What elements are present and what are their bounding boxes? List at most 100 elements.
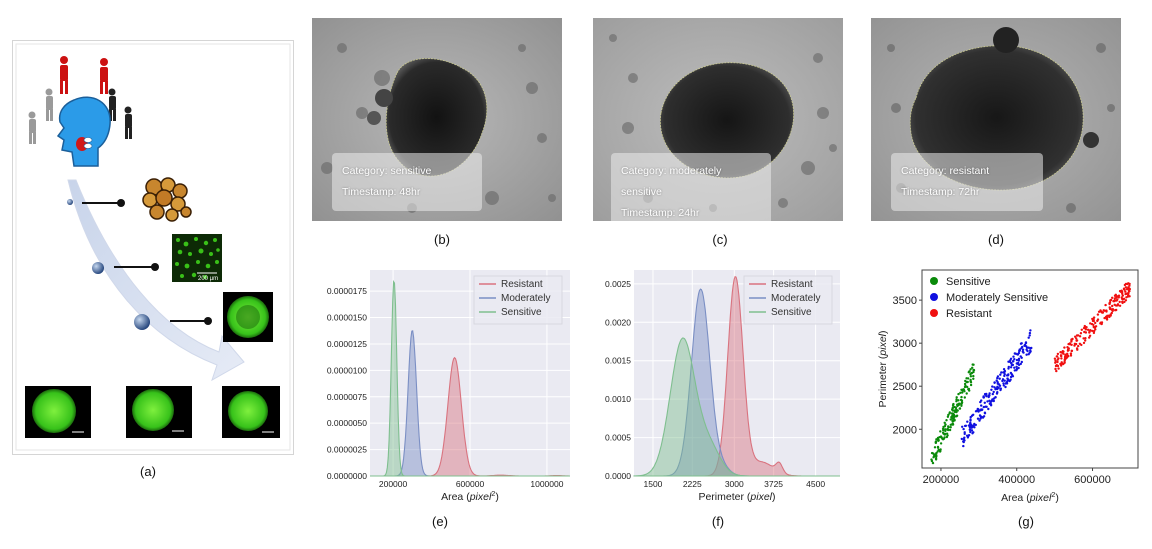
scatter-point	[1010, 373, 1014, 376]
scatter-point	[966, 380, 969, 384]
scatter-point	[1092, 316, 1096, 319]
scatter-point	[1013, 352, 1016, 355]
scatter-point	[1088, 334, 1092, 337]
scatter-point	[958, 407, 961, 410]
scatter-point	[982, 415, 986, 418]
scatter-point	[1080, 328, 1083, 331]
scatter-point	[1028, 331, 1032, 335]
scatter-point	[1096, 319, 1099, 323]
caption-e: (e)	[432, 514, 448, 529]
scatter-point	[979, 400, 982, 404]
scatter-point	[972, 377, 975, 380]
scatter-point	[961, 425, 964, 428]
scatter-point	[960, 437, 963, 441]
scatter-point	[1092, 329, 1096, 333]
scatter-point	[1096, 313, 1100, 316]
scatter-point	[1009, 378, 1012, 381]
scatter-point	[959, 398, 963, 402]
scatter-point	[943, 421, 946, 424]
scatter-point	[932, 452, 935, 455]
scatter-point	[949, 426, 952, 429]
scatter-point	[994, 388, 997, 391]
scatter-point	[1070, 343, 1073, 346]
scatter-point	[1010, 361, 1013, 365]
scatter-point	[1009, 357, 1013, 360]
caption-g: (g)	[1018, 514, 1034, 529]
y-tick-label: 0.0015	[605, 356, 631, 366]
scatter-point	[939, 435, 943, 438]
scatter-point	[1113, 294, 1117, 297]
scatter-point	[988, 394, 991, 397]
scatter-point	[953, 418, 956, 421]
panel-a: 200 µm	[12, 40, 294, 455]
scatter-point	[1109, 307, 1112, 310]
scatter-point	[1124, 282, 1128, 286]
scatter-point	[1002, 368, 1006, 371]
panel-a-illustration: 200 µm	[12, 40, 294, 455]
scatter-point	[1025, 353, 1028, 356]
scatter-point	[978, 419, 981, 422]
legend-entry: Resistant	[501, 279, 543, 290]
scatter-point	[1078, 335, 1082, 338]
scatter-point	[987, 407, 990, 411]
y-tick-label: 3000	[893, 338, 917, 350]
scatter-point	[1019, 355, 1022, 358]
scatter-point	[1084, 328, 1088, 331]
scatter-point	[1063, 360, 1066, 364]
scatter-point	[1117, 294, 1121, 297]
scatter-point	[1057, 367, 1060, 370]
caption-c: (c)	[712, 232, 728, 247]
scatter-point	[1024, 341, 1028, 344]
scatter-point	[1053, 357, 1057, 360]
scatter-point	[1064, 355, 1067, 358]
scatter-point	[1003, 373, 1006, 376]
scatter-point	[1021, 348, 1025, 351]
scatter-point	[972, 374, 975, 378]
scatter-point	[986, 400, 989, 403]
legend-entry: Sensitive	[771, 307, 812, 318]
scatter-point	[1011, 363, 1015, 367]
scatter-point	[1075, 339, 1079, 342]
scatter-point	[973, 426, 976, 429]
scatter-point	[996, 391, 999, 394]
scatter-point	[933, 446, 937, 449]
scatter-point	[971, 426, 974, 429]
density-area-sensitive	[370, 280, 570, 477]
scatter-point	[1012, 360, 1015, 363]
scatter-point	[1007, 365, 1010, 369]
scatter-point	[996, 375, 1000, 378]
legend-entry: Moderately	[771, 293, 820, 304]
legend-entry: Sensitive	[501, 307, 542, 318]
x-axis-label: Area (pixel2)	[1001, 490, 1059, 505]
scatter-point	[971, 432, 974, 435]
y-tick-label: 0.0000175	[327, 286, 367, 296]
legend-entry: Resistant	[771, 279, 813, 290]
scatter-point	[1025, 346, 1029, 349]
scatter-point	[969, 368, 972, 371]
process-arrow-icon	[67, 179, 245, 382]
scatter-point	[1059, 354, 1063, 357]
scatter-point	[959, 391, 962, 394]
scatter-point	[1006, 380, 1009, 383]
scatter-point	[1027, 336, 1030, 339]
x-tick-label: 3725	[764, 479, 783, 489]
scatter-point	[936, 436, 940, 440]
scatter-point	[999, 388, 1002, 392]
scatter-point	[1114, 309, 1117, 312]
scatter-point	[1009, 375, 1013, 379]
scatter-point	[1070, 338, 1073, 342]
category-label: Category: moderately sensitive	[621, 165, 722, 198]
scatter-point	[1075, 337, 1078, 340]
scatter-point	[1115, 296, 1118, 299]
scatter-point	[1109, 313, 1112, 316]
scatter-point	[1019, 362, 1022, 366]
scatter-point	[1113, 299, 1116, 302]
scatter-point	[965, 392, 968, 395]
scatter-point	[1097, 310, 1101, 313]
scatter-point	[947, 413, 950, 417]
scatter-point	[1007, 373, 1010, 376]
scatter-point	[1121, 294, 1124, 297]
scatter-point	[970, 371, 974, 375]
scatter-point	[944, 428, 947, 431]
scatter-point	[972, 413, 975, 416]
